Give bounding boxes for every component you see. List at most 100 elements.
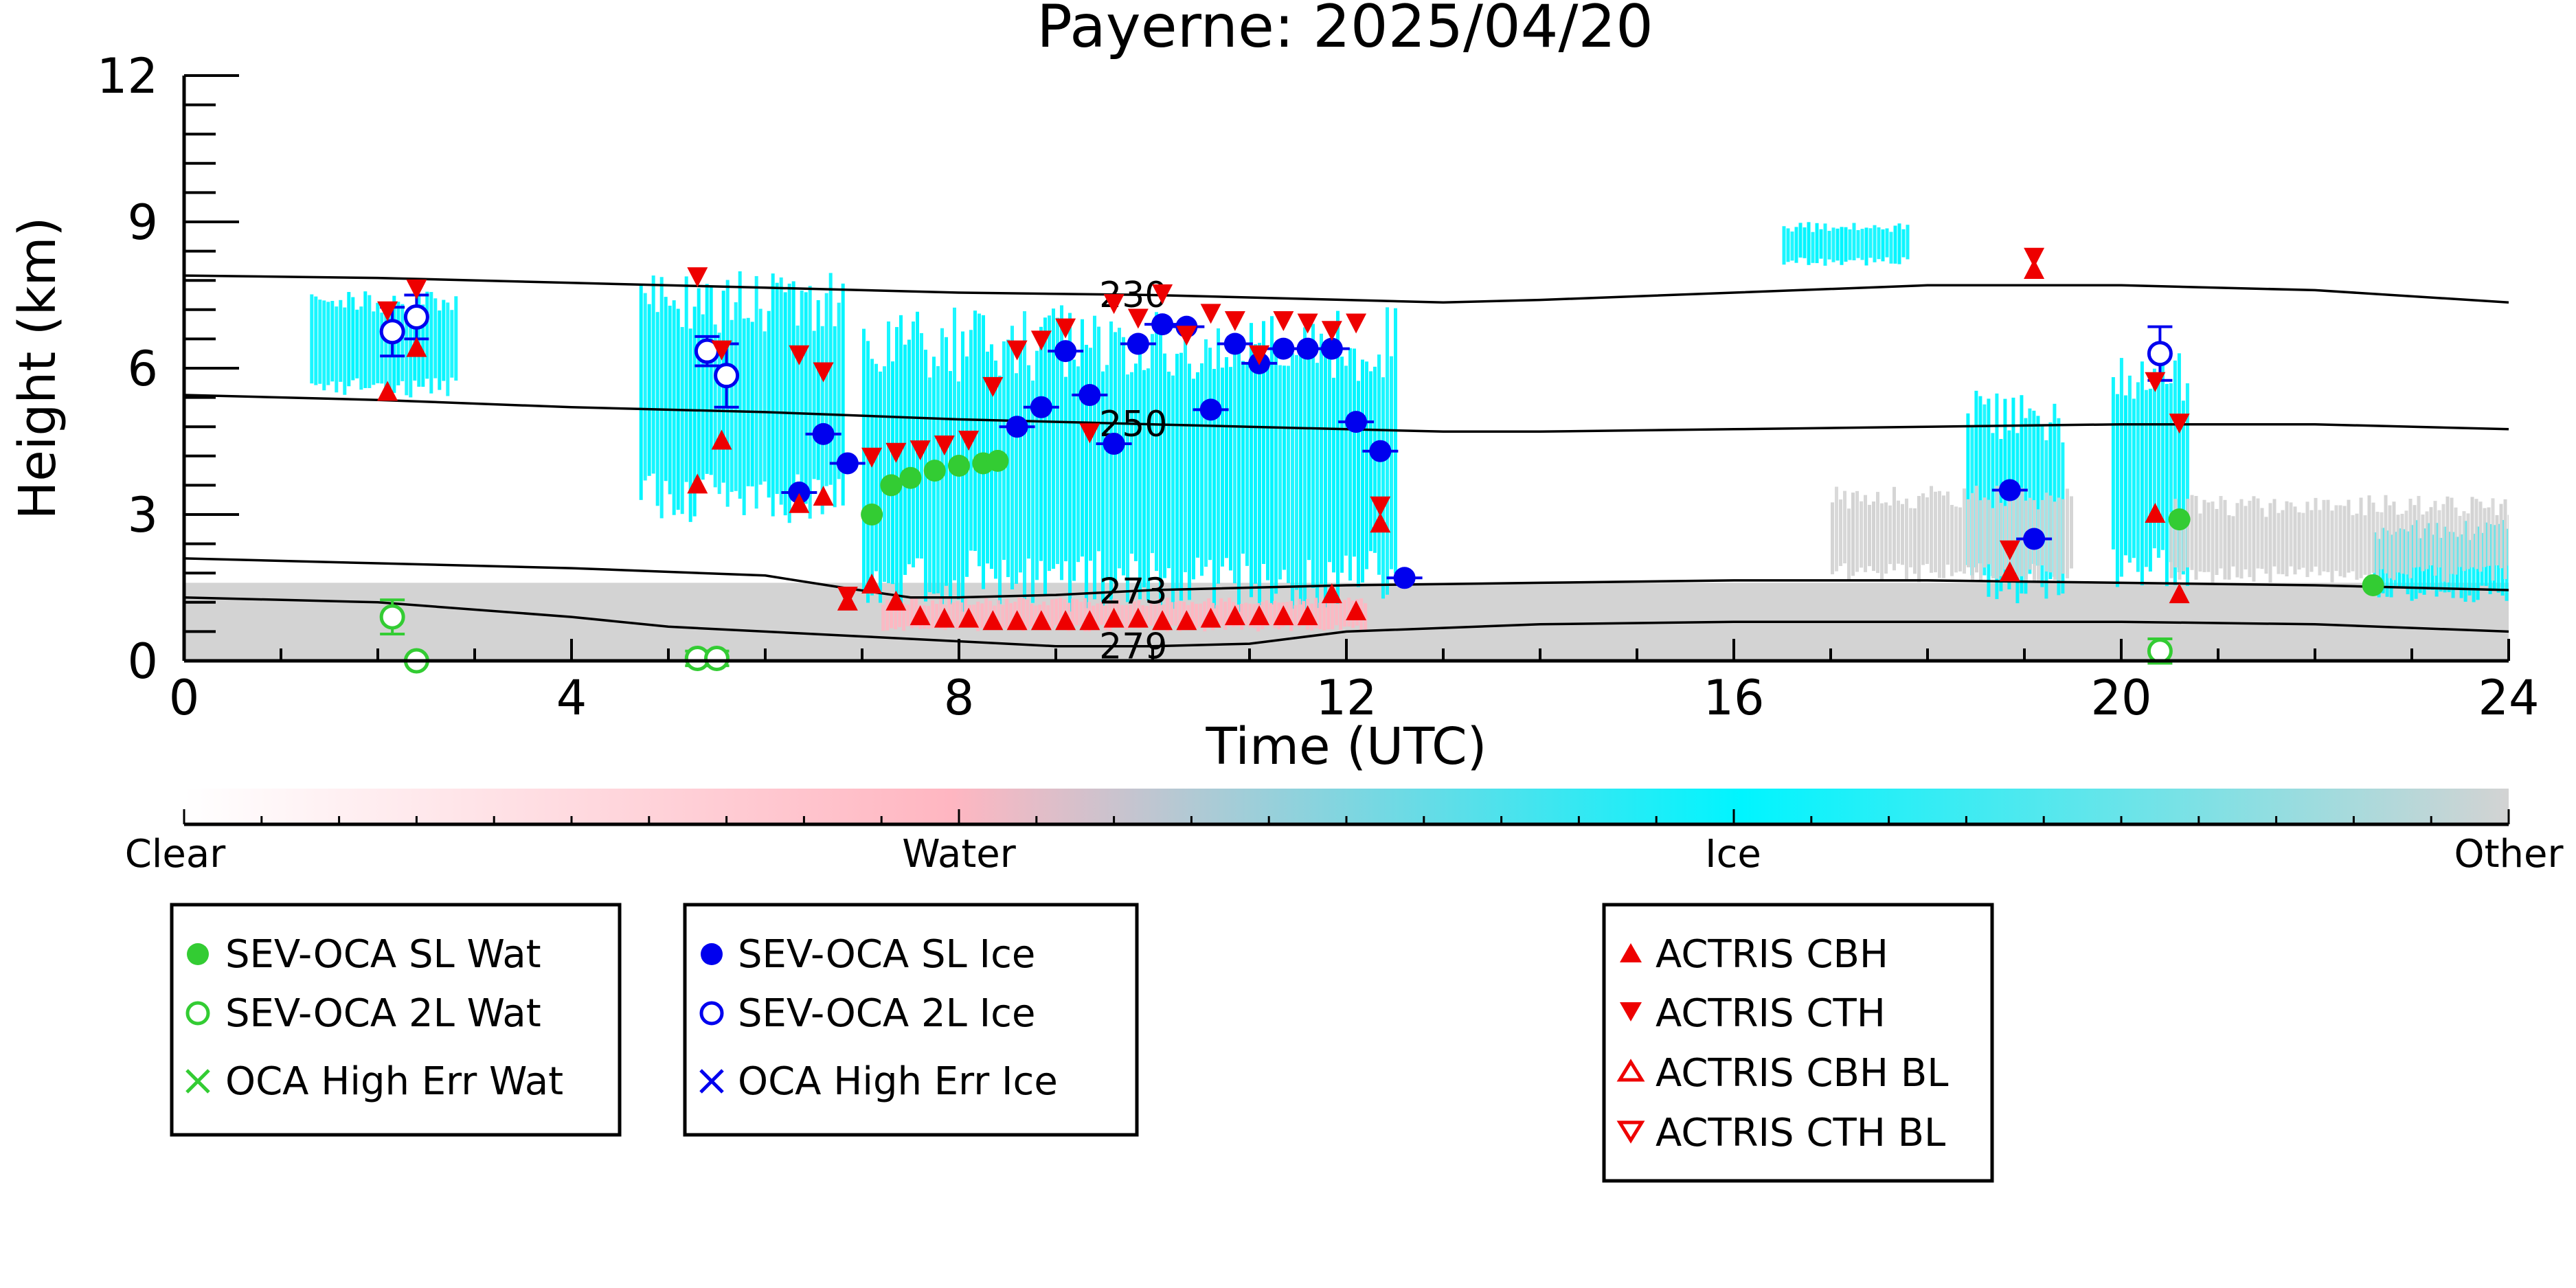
- colorbar-label-clear: Clear: [125, 832, 226, 877]
- cloud-streak: [2367, 495, 2371, 578]
- marker-actris-cth: [1055, 318, 1076, 339]
- isotherm-contours: [184, 274, 2509, 648]
- cloud-streak: [1331, 601, 1335, 630]
- cloud-streak: [2437, 510, 2441, 568]
- cloud-streak: [894, 602, 898, 630]
- cloud-streak: [343, 307, 347, 395]
- cloud-streak: [442, 300, 446, 381]
- cloud-streak: [2404, 510, 2408, 575]
- cloud-streak: [1798, 223, 1803, 258]
- marker-actris-cth: [1370, 496, 1391, 517]
- marker-actris-cth: [1103, 294, 1125, 315]
- cloud-streak: [862, 328, 866, 594]
- cloud-streak: [376, 302, 380, 383]
- legend-higherr-ice-marker: [699, 1069, 724, 1094]
- cloud-streak: [1324, 348, 1327, 608]
- colorbar-ticks: [183, 809, 2510, 824]
- marker-sev-oca-sl-ice: [1998, 479, 2021, 501]
- cloud-streak: [1178, 600, 1182, 631]
- marker-actris-cbh: [1079, 610, 1100, 631]
- cloud-streak: [1315, 363, 1319, 609]
- cloud-streak: [2020, 488, 2024, 576]
- marker-actris-cbh: [1055, 610, 1076, 631]
- cloud-streak: [1889, 231, 1893, 264]
- cloud-streak: [916, 311, 919, 558]
- cloud-streak: [2318, 510, 2322, 576]
- marker-actris-cbh: [1297, 605, 1318, 626]
- cloud-streak: [1245, 363, 1249, 566]
- marker-sev-oca-sl-wat: [986, 449, 1009, 472]
- cloud-streak: [1320, 333, 1323, 585]
- cloud-streak: [1085, 344, 1088, 609]
- cloud-streak: [997, 600, 1001, 626]
- marker-actris-cth: [687, 267, 708, 288]
- cloud-streak: [1966, 413, 1970, 565]
- cloud-streak: [1868, 228, 1873, 258]
- cloud-streak: [454, 296, 458, 381]
- cloud-streak: [1353, 348, 1356, 557]
- cloud-streak: [1196, 372, 1199, 558]
- cloud-streak: [738, 271, 742, 499]
- marker-actris-cth: [958, 430, 980, 451]
- marker-actris-cbh: [909, 605, 931, 626]
- cloud-streak: [980, 603, 984, 629]
- cloud-streak: [1975, 486, 1978, 573]
- marker-sev-oca-sl-wat: [880, 474, 903, 497]
- cloud-streak: [400, 304, 405, 381]
- cloud-streak: [2433, 501, 2437, 576]
- cloud-streak: [2070, 496, 2073, 569]
- marker-actris-cbh: [1321, 583, 1342, 604]
- cloud-streak: [833, 326, 837, 508]
- cloud-streak: [951, 602, 956, 628]
- cloud-streak: [2119, 358, 2123, 577]
- cloud-streak: [1027, 365, 1030, 559]
- cloud-streak: [335, 306, 339, 393]
- cloud-streak: [2388, 505, 2392, 578]
- cloud-streak: [1076, 366, 1080, 563]
- cloud-streak: [1888, 505, 1892, 565]
- cloud-streak: [2285, 501, 2289, 577]
- cloud-streak: [1175, 354, 1179, 590]
- cloud-streak: [664, 297, 668, 482]
- marker-sev-oca-sl-ice: [788, 482, 811, 504]
- cloud-streak: [2231, 516, 2235, 567]
- cloud-streak: [1269, 602, 1273, 626]
- cloud-streak: [2008, 495, 2011, 571]
- cloud-streak: [2012, 500, 2015, 572]
- cloud-streak: [762, 331, 767, 482]
- cloud-streak: [1101, 371, 1105, 606]
- cloud-streak: [2211, 501, 2215, 583]
- cloud-streak: [1991, 433, 1995, 576]
- cloud-streak: [1876, 492, 1879, 574]
- cloud-streak: [1157, 598, 1162, 626]
- cloud-streak: [1885, 228, 1889, 258]
- cloud-streak: [1298, 598, 1302, 627]
- cloud-streak: [1803, 227, 1807, 258]
- marker-actris-cbh: [1273, 605, 1294, 626]
- cloud-streak: [1043, 317, 1047, 596]
- cloud-streak: [1307, 356, 1311, 561]
- cloud-streak: [2182, 515, 2186, 572]
- cloud-streak: [1343, 600, 1347, 627]
- cloud-streak: [2132, 398, 2136, 558]
- cloud-streak: [1860, 501, 1863, 568]
- marker-sev-oca-sl-wat: [948, 455, 970, 477]
- cloud-streak: [1811, 231, 1815, 263]
- x-tick-label: 16: [1703, 670, 1764, 726]
- cloud-streak: [945, 337, 948, 586]
- cloud-streak: [363, 291, 368, 388]
- marker-actris-cbh: [2145, 503, 2166, 523]
- cloud-streak: [2371, 502, 2375, 573]
- marker-sev-oca-sl-ice: [1199, 398, 1222, 421]
- marker-actris-cth: [934, 436, 955, 456]
- y-tick-label: 6: [127, 341, 158, 397]
- cloud-streak: [438, 310, 442, 390]
- cloud-streak: [326, 302, 330, 385]
- cloud-streak: [1092, 605, 1096, 627]
- cloud-streak: [902, 603, 906, 631]
- cloud-streak: [2305, 501, 2309, 578]
- marker-sev-oca-sl-wat: [923, 460, 946, 482]
- cloud-streak: [2186, 499, 2190, 567]
- marker-actris-cth: [406, 279, 427, 300]
